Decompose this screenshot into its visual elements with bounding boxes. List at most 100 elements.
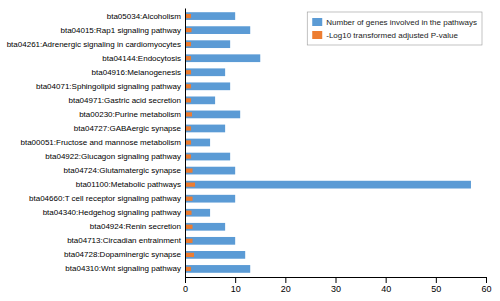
legend-swatch [312, 18, 322, 26]
y-tick-label: bta04340:Hedgehog signaling pathway [43, 208, 181, 217]
y-tick-label: bta04310:Wnt signaling pathway [65, 264, 181, 273]
x-tick-label: 40 [381, 284, 391, 294]
x-axis: 0 10 20 30 40 50 60 [183, 277, 492, 294]
y-tick: bta00051:Fructose and mannose metabolism [20, 138, 181, 147]
y-tick-label: bta04916:Melanogenesis [92, 68, 181, 77]
y-tick: bta04660:T cell receptor signaling pathw… [29, 194, 181, 203]
x-tick-mark [185, 277, 186, 283]
x-tick: 0 [183, 277, 188, 294]
y-tick: bta04971:Gastric acid secretion [68, 96, 181, 105]
y-tick: bta04071:Sphingolipid signaling pathway [36, 82, 181, 91]
x-tick-label: 0 [183, 284, 188, 294]
bar [185, 181, 471, 189]
y-tick: bta01100:Metabolic pathways [76, 180, 181, 189]
y-axis: bta05034:Alcoholism bta04015:Rap1 signali… [7, 9, 186, 278]
y-tick: bta04713:Circadian entrainment [67, 236, 182, 245]
y-tick: bta04310:Wnt signaling pathway [65, 264, 181, 273]
bar [185, 168, 193, 172]
legend-item: -Log10 transformed adjusted P-value [312, 31, 458, 40]
bar [185, 225, 193, 229]
x-tick-mark [486, 277, 487, 283]
y-tick: bta04727:GABAergic synapse [74, 124, 182, 133]
x-tick-label: 30 [331, 284, 341, 294]
y-tick-label: bta00051:Fructose and mannose metabolism [20, 138, 181, 147]
y-tick: bta05034:Alcoholism [107, 12, 182, 21]
bar [185, 111, 240, 119]
x-tick-label: 50 [431, 284, 441, 294]
y-tick: bta04724:Glutamatergic synapse [64, 166, 182, 175]
y-tick-label: bta04728:Dopaminergic synapse [64, 250, 182, 259]
y-tick-label: bta04071:Sphingolipid signaling pathway [36, 82, 181, 91]
x-tick-label: 60 [481, 284, 491, 294]
x-tick-mark [285, 277, 286, 283]
x-tick-label: 20 [281, 284, 291, 294]
bar [185, 153, 230, 161]
y-tick-label: bta04144:Endocytosis [102, 54, 181, 63]
x-tick-mark [436, 277, 437, 283]
y-tick-label: bta04924:Renin secretion [90, 222, 181, 231]
bar [185, 167, 235, 175]
y-tick-label: bta01100:Metabolic pathways [76, 180, 181, 189]
bar-series [185, 12, 471, 273]
y-tick: bta04916:Melanogenesis [92, 68, 181, 77]
bar [185, 82, 230, 90]
y-tick-label: bta04261:Adrenergic signaling in cardiom… [7, 40, 181, 49]
x-tick-mark [336, 277, 337, 283]
y-tick-label: bta04015:Rap1 signaling pathway [60, 26, 181, 35]
legend-item: Number of genes involved in the pathways [312, 18, 477, 27]
y-tick-label: bta04971:Gastric acid secretion [68, 96, 181, 105]
bar [185, 239, 193, 243]
y-tick: bta04922:Glucagon signaling pathway [45, 152, 181, 161]
x-tick: 50 [431, 277, 441, 294]
x-tick-label: 10 [231, 284, 241, 294]
y-tick-label: bta04922:Glucagon signaling pathway [45, 152, 181, 161]
bar [185, 40, 230, 48]
y-tick-label: bta04724:Glutamatergic synapse [64, 166, 182, 175]
y-tick-label: bta00230:Purine metabolism [79, 110, 181, 119]
y-tick-label: bta05034:Alcoholism [107, 12, 182, 21]
legend-frame [307, 12, 482, 45]
y-tick: bta04261:Adrenergic signaling in cardiom… [7, 40, 181, 49]
bar [185, 197, 193, 201]
bar [185, 54, 260, 62]
y-tick: bta04340:Hedgehog signaling pathway [43, 208, 181, 217]
plot-area: 0 10 20 30 40 50 60 bta05034:Alcoholism bta04015… [7, 9, 492, 295]
legend-label: Number of genes involved in the pathways [326, 18, 477, 27]
bars [185, 12, 471, 273]
x-tick: 40 [381, 277, 391, 294]
bar [185, 195, 235, 203]
legend-label: -Log10 transformed adjusted P-value [326, 31, 458, 40]
bar [185, 265, 250, 273]
bar [185, 183, 195, 187]
x-tick-mark [235, 277, 236, 283]
bar [185, 12, 235, 20]
bar [185, 209, 210, 217]
bar [185, 237, 235, 245]
bar [185, 125, 225, 133]
x-axis-line [186, 278, 487, 284]
bar [185, 251, 245, 259]
bar [185, 139, 210, 147]
bar [185, 96, 215, 104]
y-tick-label: bta04660:T cell receptor signaling pathw… [29, 194, 181, 203]
bar [185, 253, 194, 257]
bar [185, 223, 225, 231]
x-tick: 10 [231, 277, 241, 294]
y-tick: bta04728:Dopaminergic synapse [64, 250, 182, 259]
y-tick: bta04924:Renin secretion [90, 222, 181, 231]
legend: Number of genes involved in the pathways… [307, 12, 482, 45]
chart-svg: 0 10 20 30 40 50 60 bta05034:Alcoholism bta04015… [0, 0, 500, 301]
y-axis-line [185, 9, 186, 278]
x-tick: 30 [331, 277, 341, 294]
legend-swatch [312, 31, 322, 39]
y-tick: bta04015:Rap1 signaling pathway [60, 26, 181, 35]
y-tick: bta04144:Endocytosis [102, 54, 181, 63]
x-tick: 20 [281, 277, 291, 294]
bar [185, 68, 225, 76]
y-tick-label: bta04727:GABAergic synapse [74, 124, 182, 133]
bar [185, 26, 250, 34]
x-tick: 60 [481, 277, 491, 294]
bar [185, 112, 192, 116]
x-tick-mark [386, 277, 387, 283]
y-tick: bta00230:Purine metabolism [79, 110, 181, 119]
